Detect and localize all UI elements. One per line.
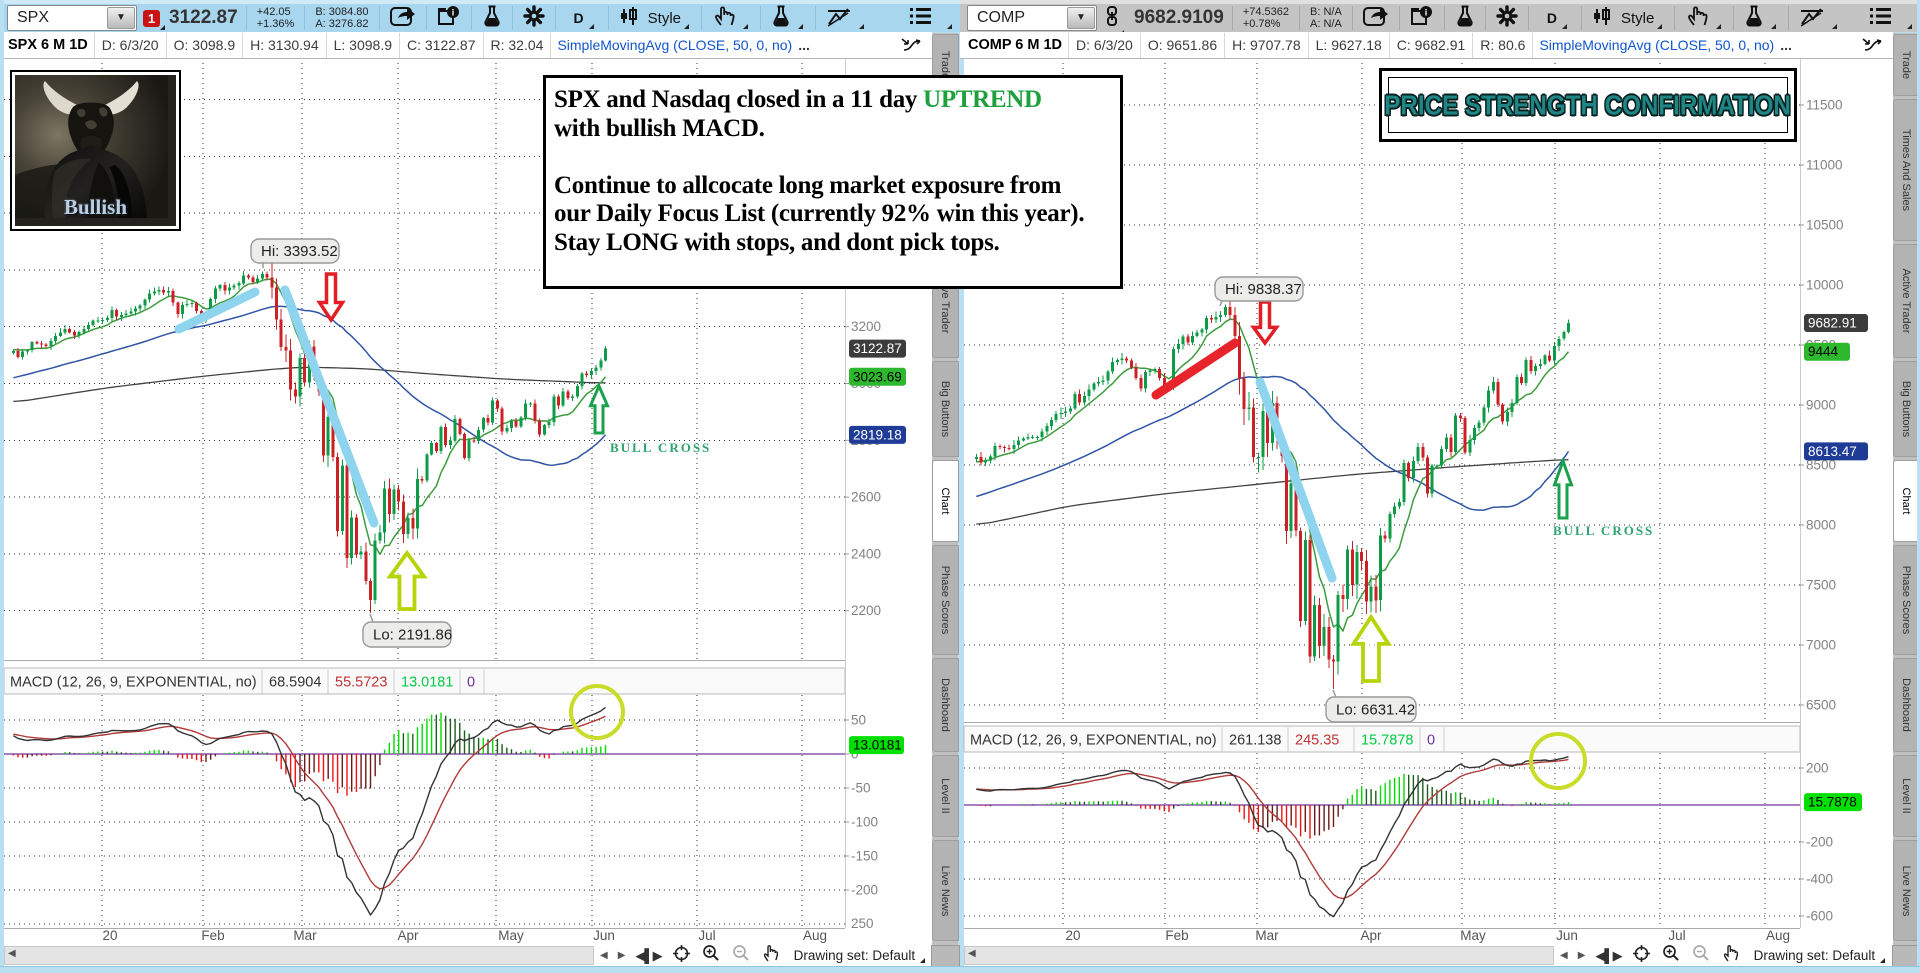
svg-text:MACD (12, 26, 9, EXPONENTIAL,: MACD (12, 26, 9, EXPONENTIAL, no) [970, 733, 1217, 749]
svg-text:Aug: Aug [803, 928, 827, 943]
svg-text:250: 250 [851, 916, 874, 931]
svg-text:3023.69: 3023.69 [853, 369, 902, 384]
svg-text:-150: -150 [851, 849, 878, 864]
svg-text:13.0181: 13.0181 [401, 675, 453, 691]
svg-text:13.0181: 13.0181 [853, 738, 902, 753]
svg-text:Jun: Jun [1556, 928, 1578, 943]
svg-text:-200: -200 [1806, 835, 1833, 850]
svg-text:2400: 2400 [851, 546, 881, 561]
svg-text:Mar: Mar [293, 928, 317, 943]
svg-text:May: May [1460, 928, 1486, 943]
svg-text:-100: -100 [851, 815, 878, 830]
svg-text:7000: 7000 [1806, 638, 1836, 653]
svg-text:20: 20 [1065, 928, 1080, 943]
svg-text:8500: 8500 [1806, 458, 1836, 473]
svg-text:68.5904: 68.5904 [269, 675, 321, 691]
svg-text:8613.47: 8613.47 [1808, 444, 1857, 459]
svg-text:15.7878: 15.7878 [1808, 795, 1857, 810]
svg-text:Apr: Apr [1360, 928, 1382, 943]
svg-text:-600: -600 [1806, 909, 1833, 924]
svg-text:Jul: Jul [698, 928, 715, 943]
svg-text:10500: 10500 [1806, 218, 1844, 233]
svg-text:Mar: Mar [1255, 928, 1279, 943]
svg-text:9444: 9444 [1808, 344, 1839, 359]
svg-text:Hi: 9838.37: Hi: 9838.37 [1225, 281, 1302, 298]
svg-text:BULL CROSS: BULL CROSS [610, 440, 711, 455]
svg-text:Lo: 6631.42: Lo: 6631.42 [1336, 702, 1415, 719]
svg-text:Aug: Aug [1766, 928, 1790, 943]
svg-text:i: i [1425, 7, 1428, 17]
svg-text:-400: -400 [1806, 872, 1833, 887]
svg-text:-50: -50 [851, 781, 871, 796]
svg-text:Feb: Feb [1165, 928, 1188, 943]
svg-text:261.138: 261.138 [1229, 733, 1281, 749]
svg-text:Apr: Apr [397, 928, 419, 943]
svg-text:11500: 11500 [1806, 98, 1843, 113]
svg-text:3122.87: 3122.87 [853, 341, 902, 356]
svg-text:245.35: 245.35 [1295, 733, 1339, 749]
svg-text:2600: 2600 [851, 490, 881, 505]
svg-text:50: 50 [851, 713, 866, 728]
svg-text:MACD (12, 26, 9, EXPONENTIAL,: MACD (12, 26, 9, EXPONENTIAL, no) [10, 675, 257, 691]
svg-text:Jun: Jun [593, 928, 615, 943]
svg-text:200: 200 [1806, 761, 1829, 776]
svg-text:2819.18: 2819.18 [853, 427, 902, 442]
svg-text:BULL CROSS: BULL CROSS [1553, 523, 1654, 538]
svg-text:55.5723: 55.5723 [335, 675, 387, 691]
svg-text:Jul: Jul [1668, 928, 1685, 943]
svg-text:Hi: 3393.52: Hi: 3393.52 [261, 243, 338, 260]
svg-text:May: May [498, 928, 524, 943]
svg-text:8000: 8000 [1806, 518, 1836, 533]
svg-text:0: 0 [1427, 733, 1435, 749]
svg-text:Lo: 2191.86: Lo: 2191.86 [373, 627, 452, 644]
svg-text:2200: 2200 [851, 603, 881, 618]
svg-text:6500: 6500 [1806, 698, 1836, 713]
svg-text:9000: 9000 [1806, 398, 1836, 413]
svg-text:i: i [451, 7, 454, 17]
svg-text:Feb: Feb [201, 928, 224, 943]
svg-text:-200: -200 [851, 883, 878, 898]
svg-text:11000: 11000 [1806, 158, 1843, 173]
svg-text:10000: 10000 [1806, 278, 1844, 293]
svg-text:7500: 7500 [1806, 578, 1836, 593]
svg-text:0: 0 [467, 675, 475, 691]
svg-text:20: 20 [102, 928, 117, 943]
svg-text:9682.91: 9682.91 [1808, 316, 1857, 331]
svg-text:15.7878: 15.7878 [1361, 733, 1413, 749]
svg-text:3200: 3200 [851, 319, 881, 334]
